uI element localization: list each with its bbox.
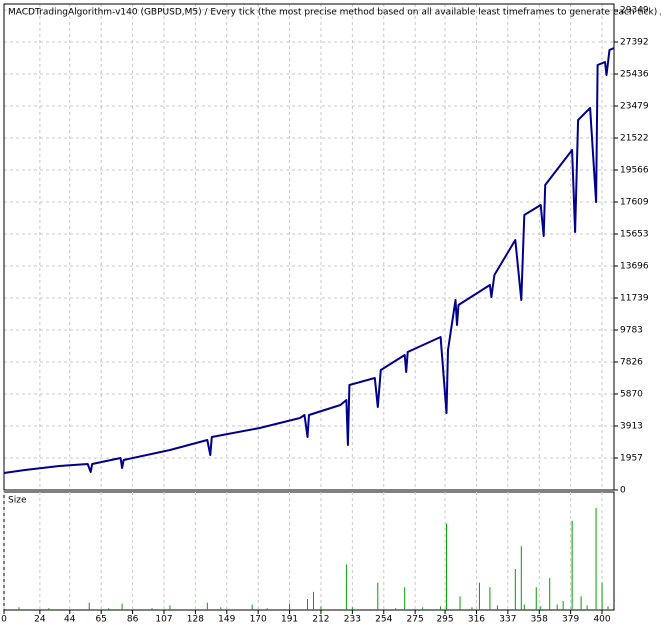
y-tick-label: 1957 bbox=[620, 453, 643, 463]
size-bar bbox=[478, 582, 480, 610]
size-bar bbox=[395, 608, 397, 610]
x-tick-label: 191 bbox=[281, 615, 298, 625]
x-tick-label: 337 bbox=[499, 615, 516, 625]
size-panel-title: Size bbox=[8, 496, 27, 506]
x-tick-label: 65 bbox=[95, 615, 106, 625]
size-bar bbox=[220, 607, 222, 610]
size-bar bbox=[206, 602, 208, 610]
x-tick-label: 86 bbox=[127, 615, 139, 625]
y-tick-label: 23479 bbox=[620, 102, 649, 112]
size-bar bbox=[562, 600, 564, 610]
size-panel-frame bbox=[3, 491, 615, 611]
size-bar bbox=[520, 546, 522, 610]
size-bar bbox=[580, 596, 582, 610]
size-bar bbox=[48, 608, 50, 610]
size-bar bbox=[523, 604, 525, 610]
x-tick-label: 379 bbox=[562, 615, 579, 625]
size-bar bbox=[307, 599, 309, 610]
x-tick-label: 295 bbox=[436, 615, 453, 625]
y-tick-label: 5870 bbox=[620, 389, 643, 399]
main-panel-frame bbox=[3, 3, 615, 491]
size-bar bbox=[514, 569, 516, 610]
size-bar bbox=[251, 604, 253, 610]
size-bar bbox=[571, 520, 573, 610]
y-tick-label: 3913 bbox=[620, 422, 643, 432]
size-bar bbox=[151, 608, 153, 610]
size-bar bbox=[595, 508, 597, 610]
y-tick-label: 13696 bbox=[620, 262, 649, 272]
size-bar bbox=[108, 608, 110, 610]
size-bar bbox=[377, 582, 379, 610]
size-bar bbox=[440, 606, 442, 610]
x-tick-label: 275 bbox=[407, 615, 424, 625]
y-tick-label: 17609 bbox=[620, 198, 649, 208]
x-tick-label: 358 bbox=[531, 615, 548, 625]
size-bar bbox=[446, 523, 448, 610]
size-bar bbox=[556, 604, 558, 610]
x-tick-label: 128 bbox=[187, 615, 204, 625]
size-bar bbox=[471, 607, 473, 610]
size-bar bbox=[18, 607, 20, 610]
x-tick-label: 400 bbox=[593, 615, 610, 625]
balance-line bbox=[3, 47, 615, 474]
x-tick-label: 316 bbox=[468, 615, 485, 625]
size-bar bbox=[489, 587, 491, 610]
size-bar bbox=[289, 603, 291, 610]
y-tick-label: 7826 bbox=[620, 358, 643, 368]
size-bar bbox=[88, 602, 90, 610]
x-tick-label: 170 bbox=[250, 615, 267, 625]
y-tick-label: 9783 bbox=[620, 326, 643, 336]
size-bar bbox=[422, 607, 424, 610]
size-bar bbox=[266, 608, 268, 610]
x-tick-label: 149 bbox=[218, 615, 235, 625]
x-tick-label: 24 bbox=[34, 615, 46, 625]
size-bar bbox=[540, 606, 542, 610]
size-bar bbox=[601, 582, 603, 610]
x-tick-label: 254 bbox=[375, 615, 392, 625]
size-bar bbox=[549, 578, 551, 610]
size-bar bbox=[345, 564, 347, 610]
size-bar bbox=[351, 607, 353, 610]
size-bar bbox=[404, 587, 406, 610]
x-tick-label: 107 bbox=[155, 615, 172, 625]
size-bar bbox=[607, 606, 609, 610]
y-tick-label: 27392 bbox=[620, 38, 649, 48]
size-bar bbox=[535, 587, 537, 610]
x-tick-label: 44 bbox=[64, 615, 76, 625]
size-bar bbox=[586, 605, 588, 610]
y-tick-label: 0 bbox=[620, 486, 626, 496]
x-tick-label: 212 bbox=[312, 615, 329, 625]
y-tick-label: 21522 bbox=[620, 134, 649, 144]
y-tick-label: 19566 bbox=[620, 166, 649, 176]
y-tick-label: 15653 bbox=[620, 229, 649, 239]
size-bar bbox=[496, 605, 498, 610]
size-bar bbox=[312, 591, 314, 610]
y-tick-label: 29349 bbox=[620, 6, 649, 16]
size-bar bbox=[169, 605, 171, 610]
x-tick-label: 0 bbox=[1, 615, 7, 625]
size-bar bbox=[121, 603, 123, 610]
size-bar bbox=[320, 606, 322, 610]
chart-title: MACDTradingAlgorithm-v140 (GBPUSD,M5) / … bbox=[8, 8, 661, 18]
x-tick-label: 233 bbox=[344, 615, 361, 625]
y-tick-label: 11739 bbox=[620, 294, 649, 304]
y-tick-label: 25436 bbox=[620, 69, 649, 79]
size-bar bbox=[459, 596, 461, 610]
